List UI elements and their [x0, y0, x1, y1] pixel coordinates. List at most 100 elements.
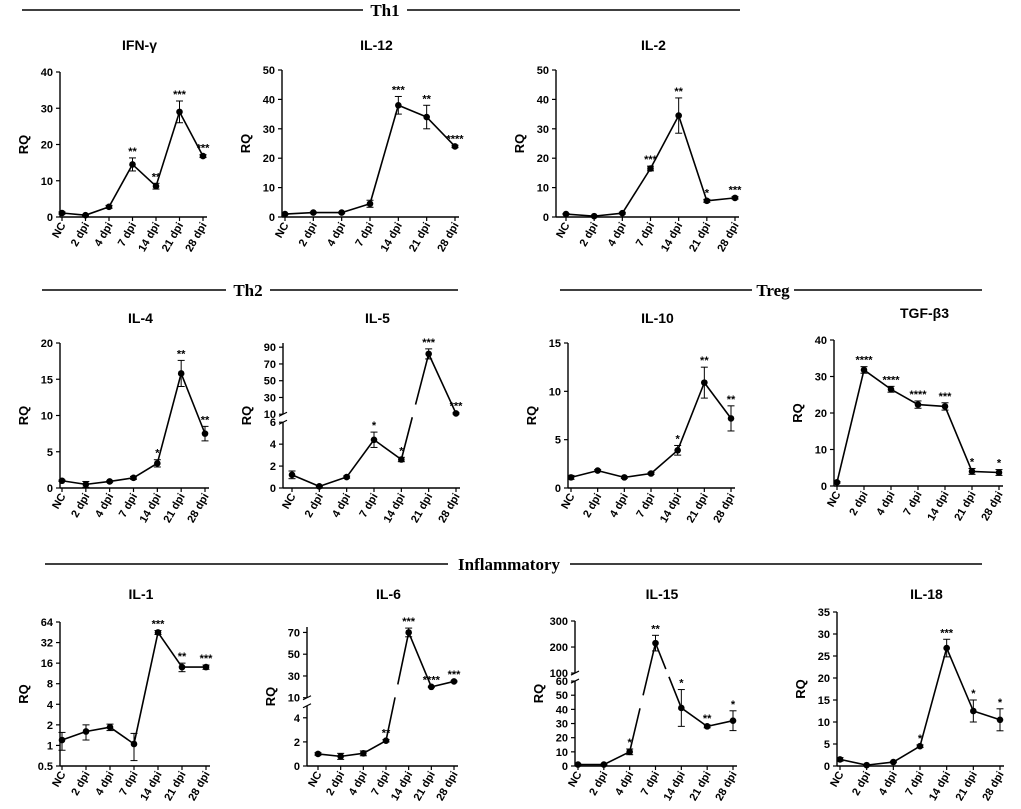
y-axis-label: RQ: [16, 684, 31, 704]
data-point: [652, 639, 659, 647]
series-segment: [109, 477, 134, 483]
data-point: [703, 723, 711, 730]
x-tick-label: 4 dpi: [608, 492, 631, 520]
x-tick-label: NC: [825, 489, 843, 509]
x-tick-label: 7 dpi: [353, 221, 376, 249]
data-point: [82, 211, 89, 219]
x-tick-label: NC: [306, 769, 324, 789]
series-segment: [597, 469, 625, 479]
series-segment: [431, 680, 455, 688]
series-segment: [594, 212, 623, 217]
y-tick-label: 50: [264, 376, 276, 388]
series-segment: [108, 164, 134, 208]
chart-title: IL-18: [910, 586, 943, 602]
x-tick-label: NC: [273, 220, 291, 240]
series-segment: [917, 403, 946, 408]
series-segment: [61, 479, 86, 486]
y-tick-label: 20: [815, 408, 827, 420]
y-tick-label: 50: [537, 65, 549, 77]
series-segment: [157, 631, 183, 668]
significance-label: ****: [882, 374, 900, 386]
data-point: [970, 707, 977, 715]
significance-label: **: [422, 93, 431, 105]
series-segment: [621, 168, 652, 214]
data-point: [562, 210, 570, 218]
data-point: [701, 379, 708, 386]
x-tick-label: 28 dpi: [435, 221, 461, 255]
y-axis-label: RQ: [16, 406, 31, 426]
y-tick-label: 5: [47, 447, 53, 459]
x-tick-label: 7 dpi: [357, 492, 380, 520]
significance-label: **: [201, 414, 210, 426]
y-axis-label: RQ: [790, 403, 805, 423]
series-segment: [654, 642, 667, 670]
chart-tgf-3: TGF-β3 0 10 20 30 40 RQ NC 2 dpi 4 dpi 7 dpi 14 dpi…: [790, 305, 1006, 523]
data-point: [82, 728, 90, 735]
chart-title: IL-5: [365, 310, 390, 326]
data-point: [154, 460, 161, 467]
x-tick-label: 4 dpi: [347, 770, 370, 798]
x-tick-label: 14 dpi: [927, 770, 953, 804]
significance-label: ***: [450, 401, 464, 413]
y-tick-label: 300: [550, 616, 568, 628]
significance-label: **: [651, 623, 660, 635]
chart-title: TGF-β3: [900, 305, 949, 321]
x-tick-label: NC: [554, 220, 572, 240]
chart-title: IL-1: [129, 586, 154, 602]
y-tick-label: 30: [537, 124, 549, 136]
series-segment: [397, 632, 410, 685]
y-tick-label: 70: [288, 627, 300, 639]
x-tick-label: 7 dpi: [634, 492, 657, 520]
significance-label: *: [998, 697, 1003, 709]
chart-il-18: IL-18 0 5 10 15 20 25 30 35 RQ NC 2 dpi 4 dpi 7 dpi 14…: [793, 586, 1007, 803]
chart-title: IL-10: [641, 310, 674, 326]
x-tick-label: 28 dpi: [436, 492, 462, 526]
x-tick-label: NC: [559, 491, 577, 511]
significance-label: ***: [644, 154, 658, 166]
data-point: [968, 468, 976, 475]
series-segment: [839, 758, 867, 766]
x-tick-label: 28 dpi: [186, 770, 212, 804]
y-tick-label: 40: [815, 335, 827, 347]
y-tick-label: 100: [550, 668, 568, 680]
series-segment: [346, 439, 375, 478]
series-segment: [866, 761, 894, 766]
x-tick-label: 2 dpi: [578, 221, 601, 249]
series-segment: [680, 707, 708, 728]
data-point: [343, 473, 350, 481]
significance-label: **: [674, 86, 683, 98]
chart-title: IL-12: [360, 37, 393, 53]
x-tick-label: 28 dpi: [980, 770, 1006, 804]
group-label-inflammatory: Inflammatory: [458, 555, 560, 574]
y-tick-label: 4: [294, 713, 301, 725]
y-tick-label: 10: [549, 386, 561, 398]
x-tick-label: 14 dpi: [925, 490, 951, 524]
x-tick-label: 7 dpi: [117, 492, 140, 520]
series-segment: [398, 104, 427, 118]
x-tick-label: NC: [828, 769, 846, 789]
data-point: [281, 210, 289, 218]
data-point: [890, 758, 897, 766]
data-point: [423, 113, 430, 121]
y-tick-label: 50: [556, 690, 568, 702]
significance-label: **: [177, 348, 186, 360]
data-point: [600, 761, 608, 768]
chart-title: IFN-γ: [122, 37, 157, 53]
x-tick-label: 4 dpi: [93, 492, 116, 520]
y-tick-label: 40: [41, 67, 53, 79]
significance-label: ****: [855, 355, 873, 367]
x-tick-label: 2 dpi: [69, 492, 92, 520]
data-point: [106, 478, 113, 485]
series-segment: [650, 449, 679, 475]
y-tick-label: 0: [555, 483, 561, 495]
data-point: [310, 209, 317, 216]
y-tick-label: 0: [47, 483, 53, 495]
axis-break-mark: [302, 703, 312, 709]
data-point: [887, 385, 895, 393]
series-segment: [427, 353, 457, 414]
x-tick-label: 21 dpi: [687, 221, 713, 255]
data-point: [370, 436, 378, 444]
